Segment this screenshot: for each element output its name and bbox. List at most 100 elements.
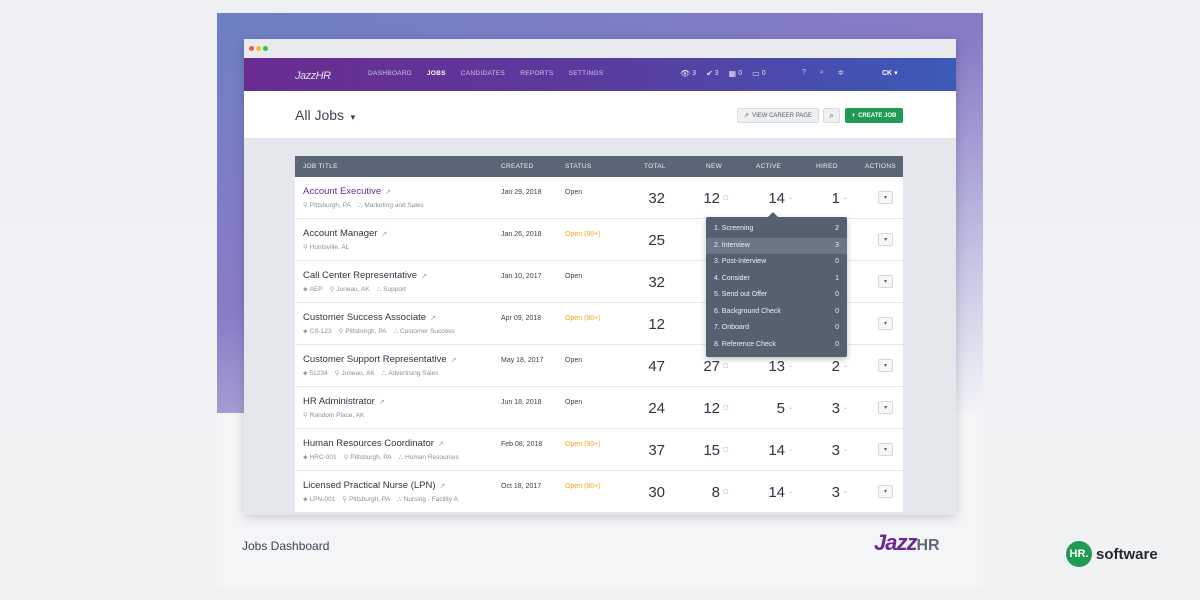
stage-item[interactable]: 3. Post-Interview 0	[706, 254, 847, 271]
chevron-down-icon[interactable]: ⌄	[843, 195, 849, 201]
view-career-page-button[interactable]: ↗ VIEW CAREER PAGE	[737, 108, 819, 123]
new-count[interactable]: 12	[703, 190, 720, 207]
nav-settings[interactable]: SETTINGS	[568, 70, 604, 77]
search-icon[interactable]: ⌕	[819, 69, 824, 76]
col-total[interactable]: TOTAL	[644, 163, 666, 170]
actions-dropdown-button[interactable]: ▾	[878, 485, 893, 498]
job-title-link[interactable]: Customer Support Representative ↗	[303, 354, 457, 365]
create-job-button[interactable]: + CREATE JOB	[845, 108, 903, 123]
table-row[interactable]: Account Executive ↗ ⚲ Pittsburgh, PA ⛬ Marke…	[295, 177, 903, 219]
search-button[interactable]: ⌕	[823, 108, 840, 123]
external-link-icon[interactable]: ↗	[385, 189, 392, 196]
external-link-icon[interactable]: ↗	[437, 441, 444, 448]
chevron-down-icon[interactable]: ⌄	[788, 363, 794, 369]
stat-tasks[interactable]: ✔ 3	[706, 69, 719, 78]
active-count[interactable]: 14	[768, 484, 785, 501]
col-active[interactable]: ACTIVE	[756, 163, 782, 170]
col-hired[interactable]: HIRED	[816, 163, 838, 170]
job-title-link[interactable]: Account Executive ↗	[303, 186, 392, 197]
chevron-down-icon[interactable]: ⌄	[843, 489, 849, 495]
new-count[interactable]: 27	[703, 358, 720, 375]
nav-dashboard[interactable]: DASHBOARD	[368, 70, 412, 77]
job-title-link[interactable]: Licensed Practical Nurse (LPN) ↗	[303, 480, 446, 491]
help-icon[interactable]: ?	[802, 69, 806, 76]
close-dot-icon[interactable]	[249, 46, 254, 51]
stat-inbox[interactable]: ▭ 0	[752, 69, 766, 78]
nav-jobs[interactable]: JOBS	[426, 70, 446, 77]
job-title-link[interactable]: Human Resources Coordinator ↗	[303, 438, 444, 449]
chevron-down-icon[interactable]: ⌄	[788, 195, 794, 201]
external-link-icon[interactable]: ↗	[381, 231, 388, 238]
hired-count[interactable]: 3	[831, 400, 840, 417]
stat-events[interactable]: ▦ 0	[728, 69, 743, 78]
total-count[interactable]: 32	[648, 190, 665, 207]
active-count[interactable]: 14	[768, 442, 785, 459]
active-count[interactable]: 13	[768, 358, 785, 375]
stat-views[interactable]: 👁 3	[680, 69, 697, 78]
maximize-dot-icon[interactable]	[263, 46, 268, 51]
actions-dropdown-button[interactable]: ▾	[878, 191, 893, 204]
actions-dropdown-button[interactable]: ▾	[878, 233, 893, 246]
new-count[interactable]: 12	[703, 400, 720, 417]
stage-item[interactable]: 2. Interview 3	[706, 237, 847, 254]
hired-count[interactable]: 1	[831, 190, 840, 207]
actions-dropdown-button[interactable]: ▾	[878, 275, 893, 288]
external-link-icon[interactable]: ↗	[450, 357, 457, 364]
page-title[interactable]: All Jobs ▼	[295, 107, 357, 123]
total-count[interactable]: 30	[648, 484, 665, 501]
col-new[interactable]: NEW	[706, 163, 723, 170]
external-link-icon[interactable]: ↗	[421, 273, 427, 280]
total-count[interactable]: 47	[648, 358, 665, 375]
department-icon: ⛬	[398, 454, 404, 461]
total-count[interactable]: 37	[648, 442, 665, 459]
chevron-down-icon[interactable]: ⌄	[788, 447, 794, 453]
active-count[interactable]: 14	[768, 190, 785, 207]
job-title-link[interactable]: Call Center Representative ↗	[303, 270, 427, 281]
total-count[interactable]: 12	[648, 316, 665, 333]
new-count[interactable]: 15	[703, 442, 720, 459]
job-title-link[interactable]: Account Manager ↗	[303, 228, 388, 239]
job-title-link[interactable]: Customer Success Associate ↗	[303, 312, 436, 323]
external-link-icon[interactable]: ↗	[430, 315, 436, 322]
actions-dropdown-button[interactable]: ▾	[878, 317, 893, 330]
actions-dropdown-button[interactable]: ▾	[878, 443, 893, 456]
active-count[interactable]: 5	[776, 400, 785, 417]
actions-dropdown-button[interactable]: ▾	[878, 401, 893, 414]
hired-count[interactable]: 3	[831, 484, 840, 501]
stage-item[interactable]: 4. Consider 1	[706, 271, 847, 288]
stage-item[interactable]: 8. Reference Check 0	[706, 337, 847, 354]
stage-item[interactable]: 7. Onboard 0	[706, 320, 847, 337]
hired-count[interactable]: 3	[831, 442, 840, 459]
total-count[interactable]: 25	[648, 232, 665, 249]
total-count[interactable]: 32	[648, 274, 665, 291]
table-row[interactable]: Human Resources Coordinator ↗ ⬥ HRC-001 ⚲ Pi…	[295, 429, 903, 471]
gear-icon[interactable]: ✲	[837, 70, 844, 77]
col-job-title[interactable]: JOB TITLE	[303, 163, 338, 170]
stage-item[interactable]: 6. Background Check 0	[706, 304, 847, 321]
new-count[interactable]: 8	[711, 484, 720, 501]
job-title-link[interactable]: HR Administrator ↗	[303, 396, 385, 407]
chevron-down-icon[interactable]: ⌄	[843, 363, 849, 369]
nav-candidates[interactable]: CANDIDATES	[460, 70, 506, 77]
hired-count[interactable]: 2	[831, 358, 840, 375]
chevron-down-icon[interactable]: ⌄	[788, 489, 794, 495]
table-row[interactable]: Licensed Practical Nurse (LPN) ↗ ⬥ LPN-001…	[295, 471, 903, 513]
chevron-down-icon[interactable]: ⌄	[843, 405, 849, 411]
department-icon: ⛬	[393, 328, 399, 335]
minimize-dot-icon[interactable]	[256, 46, 261, 51]
chevron-down-icon[interactable]: ⌄	[843, 447, 849, 453]
user-menu[interactable]: CK ▾	[882, 70, 898, 77]
jazzhr-logo[interactable]: JazzHR	[295, 66, 331, 82]
chevron-down-icon[interactable]: ⌄	[788, 405, 794, 411]
external-link-icon[interactable]: ↗	[378, 399, 385, 406]
meta-text: Juneau, AK	[341, 370, 375, 377]
actions-dropdown-button[interactable]: ▾	[878, 359, 893, 372]
col-created[interactable]: CREATED	[501, 163, 534, 170]
total-count[interactable]: 24	[648, 400, 665, 417]
nav-reports[interactable]: REPORTS	[520, 70, 554, 77]
stage-item[interactable]: 1. Screening 2	[706, 221, 847, 238]
external-link-icon[interactable]: ↗	[439, 483, 446, 490]
table-row[interactable]: HR Administrator ↗ ⚲ Random Place, AK Jun …	[295, 387, 903, 429]
stage-item[interactable]: 5. Send out Offer 0	[706, 287, 847, 304]
col-status[interactable]: STATUS	[565, 163, 592, 170]
